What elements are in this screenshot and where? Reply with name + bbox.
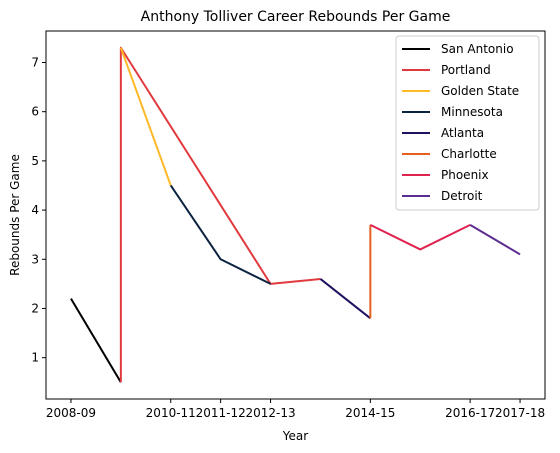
axes-frame [45,30,546,400]
legend-label: Detroit [441,189,483,203]
legend-label: Minnesota [441,105,503,119]
legend-label: Golden State [441,84,519,98]
legend-label: Atlanta [441,126,484,140]
plot-area [70,46,521,383]
legend-label: Phoenix [441,168,489,182]
legend-label: Charlotte [441,147,497,161]
x-tick-label: 2011-12 [196,406,246,420]
x-tick-label: 2012-13 [245,406,295,420]
axes: 2008-09 2010-11 2011-12 2012-13 2014-15 2016-… [31,30,546,420]
y-tick-label: 6 [31,105,39,119]
x-axis-title: Year [282,429,308,443]
legend: San Antonio Portland Golden State Minnesota… [395,35,540,211]
x-tick-label: 2008-09 [46,406,96,420]
y-tick-label: 2 [31,301,39,315]
series-line-0 [70,298,122,383]
x-tick-label: 2016-17 [445,406,495,420]
series-line-2 [119,47,172,186]
y-tick-label: 5 [31,154,39,168]
series-line-6 [369,223,471,251]
legend-box [395,35,540,211]
series-line-3 [169,184,271,285]
x-tick-label: 2014-15 [345,406,395,420]
y-tick-label: 7 [31,55,39,69]
chart-title: Anthony Tolliver Career Rebounds Per Gam… [141,9,451,25]
series-line-1 [119,46,321,383]
y-tick-label: 1 [31,351,39,365]
series-line-7 [469,223,521,256]
legend-label: San Antonio [441,42,514,56]
y-tick-label: 3 [31,252,39,266]
x-tick-label: 2017-18 [495,406,545,420]
legend-label: Portland [441,63,491,77]
series-line-4 [319,278,371,320]
x-tick-label: 2010-11 [146,406,196,420]
y-tick-label: 4 [31,203,39,217]
y-axis-title: Rebounds Per Game [8,154,22,276]
